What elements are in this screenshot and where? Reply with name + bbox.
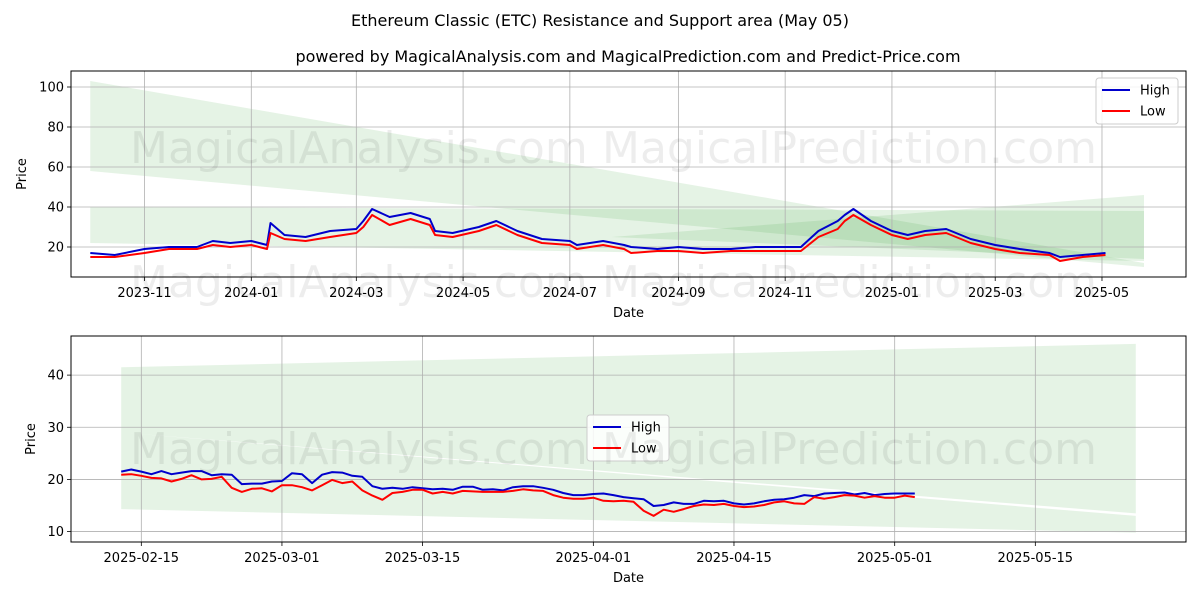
- x-tick-label: 2025-02-15: [104, 551, 180, 566]
- y-tick-label: 30: [47, 421, 64, 436]
- watermark-prediction-middle: MagicalPrediction.com: [602, 257, 1097, 308]
- watermark-prediction-top: MagicalPrediction.com: [602, 123, 1097, 174]
- x-tick-label: 2025-05: [1075, 286, 1129, 301]
- x-tick-label: 2025-03-15: [385, 551, 461, 566]
- watermark-prediction-bottom: MagicalPrediction.com: [602, 424, 1097, 475]
- watermark-bottom: MagicalAnalysis.com MagicalPrediction.co…: [130, 424, 1097, 475]
- y-tick-label: 20: [47, 241, 64, 256]
- x-tick-label: 2024-01: [224, 286, 278, 301]
- y-tick-label: 40: [47, 201, 64, 216]
- x-axis-label: Date: [613, 571, 644, 586]
- series-line-low: [121, 473, 915, 517]
- x-tick-label: 2024-09: [651, 286, 705, 301]
- x-tick-label: 2024-11: [758, 286, 812, 301]
- axes-frame: [70, 335, 1187, 543]
- x-tick-label: 2023-11: [117, 286, 171, 301]
- band-2: [121, 432, 1136, 533]
- x-tick-label: 2025-03: [968, 286, 1022, 301]
- x-tick-label: 2024-05: [436, 286, 490, 301]
- x-tick-label: 2025-03-01: [244, 551, 320, 566]
- y-tick-label: 10: [47, 525, 64, 540]
- watermark-top: MagicalAnalysis.com MagicalPrediction.co…: [130, 123, 1097, 174]
- y-tick-label: 40: [47, 369, 64, 384]
- legend-label-high: High: [1140, 84, 1170, 99]
- legend: High Low: [586, 414, 670, 462]
- chart-subtitle: powered by MagicalAnalysis.com and Magic…: [295, 47, 960, 66]
- x-tick-label: 2025-05-01: [857, 551, 933, 566]
- legend-label-low: Low: [1140, 105, 1166, 120]
- y-tick-label: 20: [47, 473, 64, 488]
- x-tick-label: 2025-01: [865, 286, 919, 301]
- watermark-analysis-bottom: MagicalAnalysis.com: [130, 424, 588, 475]
- x-tick-label: 2025-04-01: [556, 551, 632, 566]
- x-tick-label: 2024-03: [329, 286, 383, 301]
- x-tick-label: 2024-07: [543, 286, 597, 301]
- series-line-low: [90, 214, 1106, 262]
- top-chart: 2023-11 2024-01 2024-03 2024-05 2024-07 2024-…: [15, 70, 1187, 321]
- x-axis-label: Date: [613, 306, 644, 321]
- chart-title: Ethereum Classic (ETC) Resistance and Su…: [351, 11, 849, 30]
- legend: High Low: [1095, 77, 1179, 125]
- band-1: [90, 207, 1144, 261]
- legend-label-low: Low: [631, 442, 657, 457]
- axes-frame: [70, 70, 1187, 278]
- y-tick-label: 60: [47, 161, 64, 176]
- bottom-chart: 2025-02-15 2025-03-01 2025-03-15 2025-04-01…: [24, 335, 1187, 586]
- x-tick-label: 2025-04-15: [696, 551, 772, 566]
- y-tick-label: 100: [39, 81, 64, 96]
- band-2: [611, 195, 1144, 259]
- band-0: [90, 81, 1144, 267]
- series-line-high: [90, 208, 1106, 258]
- watermark-analysis-middle: MagicalAnalysis.com: [130, 257, 588, 308]
- y-tick-label: 80: [47, 121, 64, 136]
- series-line-high: [120, 468, 915, 507]
- x-tick-label: 2025-05-15: [998, 551, 1074, 566]
- watermark-middle: MagicalAnalysis.com MagicalPrediction.co…: [130, 257, 1097, 308]
- y-axis-label: Price: [24, 423, 39, 455]
- y-axis-label: Price: [15, 158, 30, 190]
- watermark-analysis-top: MagicalAnalysis.com: [130, 123, 588, 174]
- legend-label-high: High: [631, 421, 661, 436]
